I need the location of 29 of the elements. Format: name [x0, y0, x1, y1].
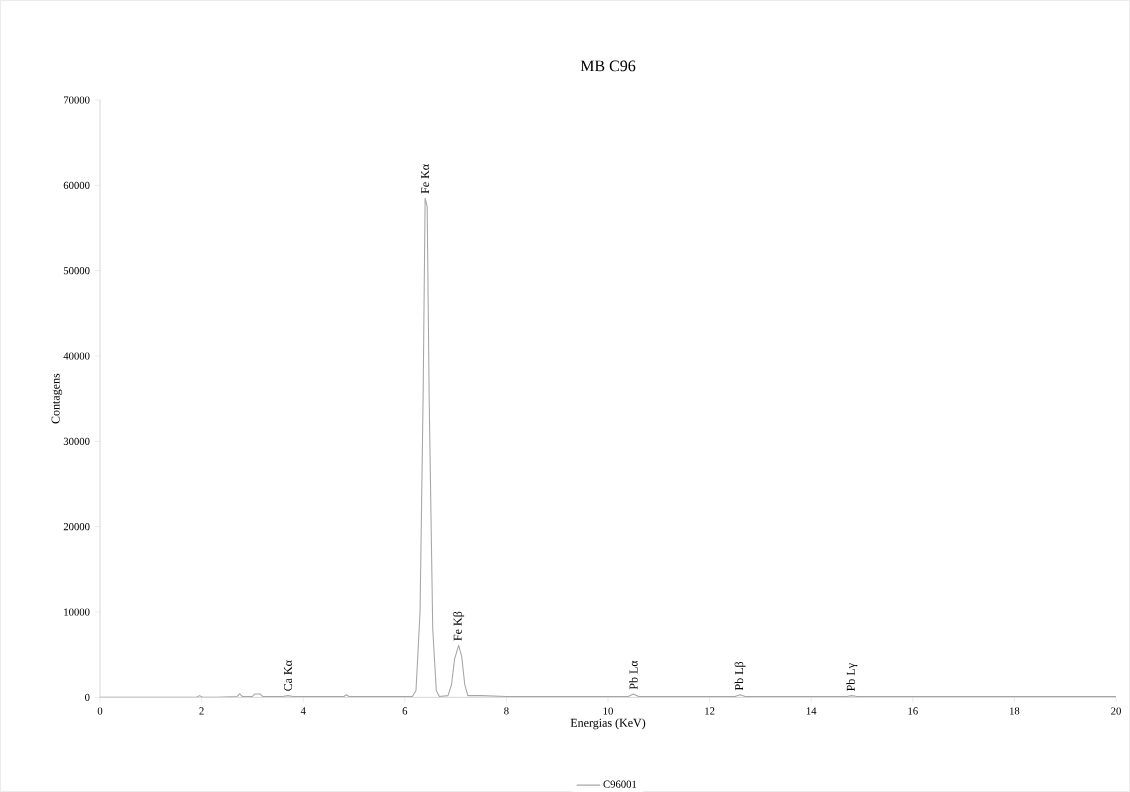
x-tick-label: 8 [504, 707, 509, 715]
annotation: Pb Lγ [846, 663, 858, 691]
legend-label: C96001 [603, 780, 637, 788]
x-tick-label: 14 [806, 707, 817, 715]
y-tick-label: 20000 [63, 523, 90, 531]
x-tick-label: 4 [300, 707, 306, 715]
annotation: Pb Lβ [734, 661, 746, 691]
x-tick-label: 6 [402, 707, 408, 715]
annotation: Fe Kα [421, 164, 430, 194]
y-tick-label: 10000 [64, 608, 90, 616]
chart-title: MB C96 [580, 60, 636, 72]
x-tick-label: 0 [97, 707, 103, 715]
x-tick-label: 12 [705, 707, 715, 715]
y-tick-label: 60000 [63, 181, 90, 189]
x-tick-label: 2 [199, 707, 204, 715]
x-tick-label: 16 [908, 707, 918, 715]
y-tick-label: 50000 [63, 267, 90, 275]
annotation: Ca Kα [283, 660, 292, 691]
x-axis-title: Energias (KeV) [570, 718, 646, 730]
x-tick-label: 10 [603, 707, 613, 715]
y-tick-label: 70000 [64, 96, 90, 104]
y-tick-label: 0 [85, 693, 90, 701]
x-tick-label: 20 [1111, 707, 1121, 715]
y-tick-label: 30000 [63, 437, 90, 445]
annotation: Fe Kβ [453, 611, 465, 641]
annotation: Pb Lα [629, 660, 638, 690]
y-axis-title: Contagens [51, 373, 63, 424]
x-tick-label: 18 [1010, 707, 1020, 715]
y-tick-label: 40000 [63, 352, 90, 360]
